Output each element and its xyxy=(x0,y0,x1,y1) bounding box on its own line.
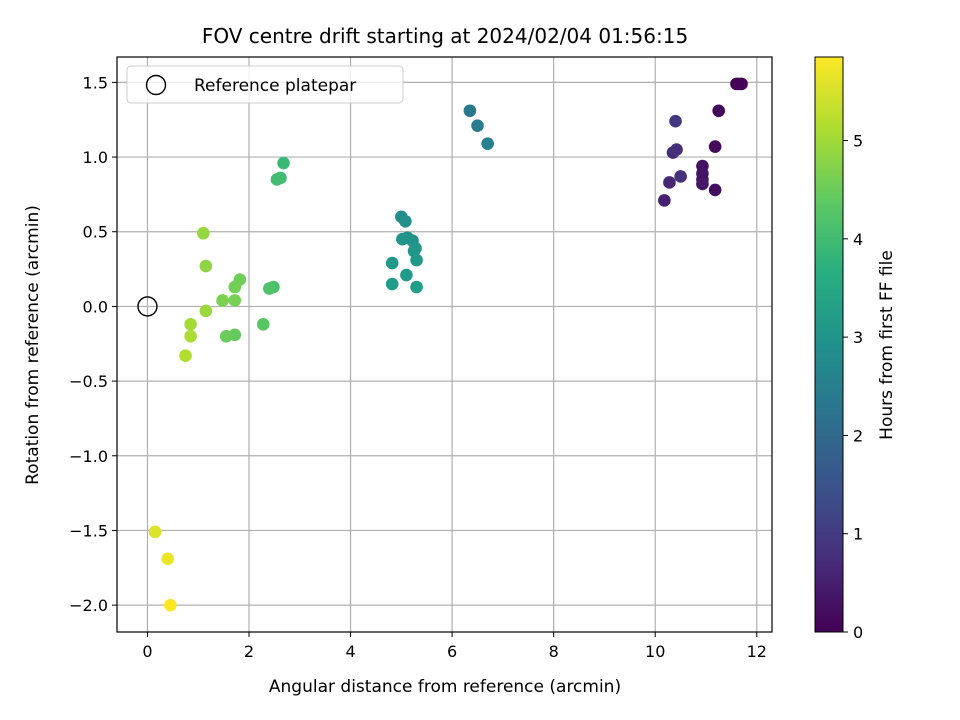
data-point xyxy=(199,259,213,273)
chart-title: FOV centre drift starting at 2024/02/04 … xyxy=(202,24,688,48)
reference-platepar-marker xyxy=(137,296,158,317)
data-point xyxy=(674,170,687,183)
data-point xyxy=(219,329,233,343)
colorbar-ticks: 0 1 2 3 4 5 xyxy=(843,132,863,642)
data-point xyxy=(463,104,477,118)
x-tick-label: 6 xyxy=(447,642,457,661)
colorbar-label: Hours from first FF file xyxy=(877,250,897,440)
data-point xyxy=(216,294,229,307)
legend-hollow-circle-icon xyxy=(145,74,167,96)
data-point xyxy=(410,280,423,294)
y-tick-label: 0.0 xyxy=(83,297,108,316)
data-point xyxy=(277,156,290,170)
data-point xyxy=(400,268,413,282)
data-point xyxy=(669,114,682,128)
x-tick-label: 10 xyxy=(645,642,665,661)
y-tick-label: −1.0 xyxy=(69,447,108,466)
colorbar-tick-label: 3 xyxy=(853,328,863,347)
data-point xyxy=(409,241,422,255)
legend-box xyxy=(126,65,404,104)
colorbar-tick-label: 5 xyxy=(853,132,863,151)
data-point xyxy=(708,140,722,153)
x-axis-ticks: 0 2 4 6 8 10 12 xyxy=(142,632,767,661)
data-point xyxy=(663,176,676,189)
data-point xyxy=(197,226,210,240)
data-point xyxy=(735,77,748,91)
data-points xyxy=(148,77,748,612)
data-point xyxy=(228,280,242,294)
y-axis-ticks: 1.5 1.0 0.5 0.0 −0.5 −1.0 −1.5 −2.0 xyxy=(69,73,117,615)
legend: Reference platepar xyxy=(126,65,404,104)
data-point xyxy=(471,119,484,133)
data-point xyxy=(712,104,725,118)
colorbar-tick-label: 1 xyxy=(853,525,863,544)
colorbar-gradient xyxy=(814,56,844,633)
y-axis-label: Rotation from reference (arcmin) xyxy=(23,205,43,485)
x-tick-label: 0 xyxy=(142,642,152,661)
reference-marker xyxy=(137,296,158,317)
data-point xyxy=(148,525,162,539)
data-point xyxy=(399,214,412,228)
data-point xyxy=(184,318,197,331)
data-point xyxy=(184,329,197,343)
data-point xyxy=(696,177,709,191)
colorbar-tick-label: 4 xyxy=(853,230,863,249)
x-axis-label: Angular distance from reference (arcmin) xyxy=(269,677,621,697)
data-point xyxy=(481,137,494,150)
colorbar-tick-label: 0 xyxy=(853,623,863,642)
data-point xyxy=(670,143,683,156)
data-point xyxy=(658,194,671,207)
data-point xyxy=(199,304,213,318)
legend-label: Reference platepar xyxy=(194,76,356,96)
data-point xyxy=(164,598,177,612)
data-point xyxy=(385,256,399,270)
colorbar-tick-label: 2 xyxy=(853,426,863,445)
y-tick-label: −0.5 xyxy=(69,372,108,391)
y-tick-label: −2.0 xyxy=(69,596,108,615)
data-point xyxy=(256,318,270,331)
y-tick-label: −1.5 xyxy=(69,521,108,540)
y-tick-label: 1.5 xyxy=(83,73,108,92)
colorbar: 0 1 2 3 4 5 Hours from first FF file xyxy=(814,56,897,642)
data-point xyxy=(161,552,175,566)
y-tick-label: 1.0 xyxy=(83,148,108,167)
x-tick-label: 4 xyxy=(345,642,355,661)
data-point xyxy=(385,277,399,291)
y-tick-label: 0.5 xyxy=(83,223,108,242)
data-point xyxy=(263,282,276,295)
data-point xyxy=(270,173,284,186)
x-tick-label: 8 xyxy=(549,642,559,661)
data-point xyxy=(228,294,242,307)
data-point xyxy=(396,232,409,246)
data-point xyxy=(410,253,423,267)
x-tick-label: 2 xyxy=(244,642,254,661)
grid-lines xyxy=(117,57,772,632)
data-point xyxy=(708,183,722,197)
x-tick-label: 12 xyxy=(747,642,767,661)
plot-frame xyxy=(116,56,773,633)
data-point xyxy=(179,349,192,363)
